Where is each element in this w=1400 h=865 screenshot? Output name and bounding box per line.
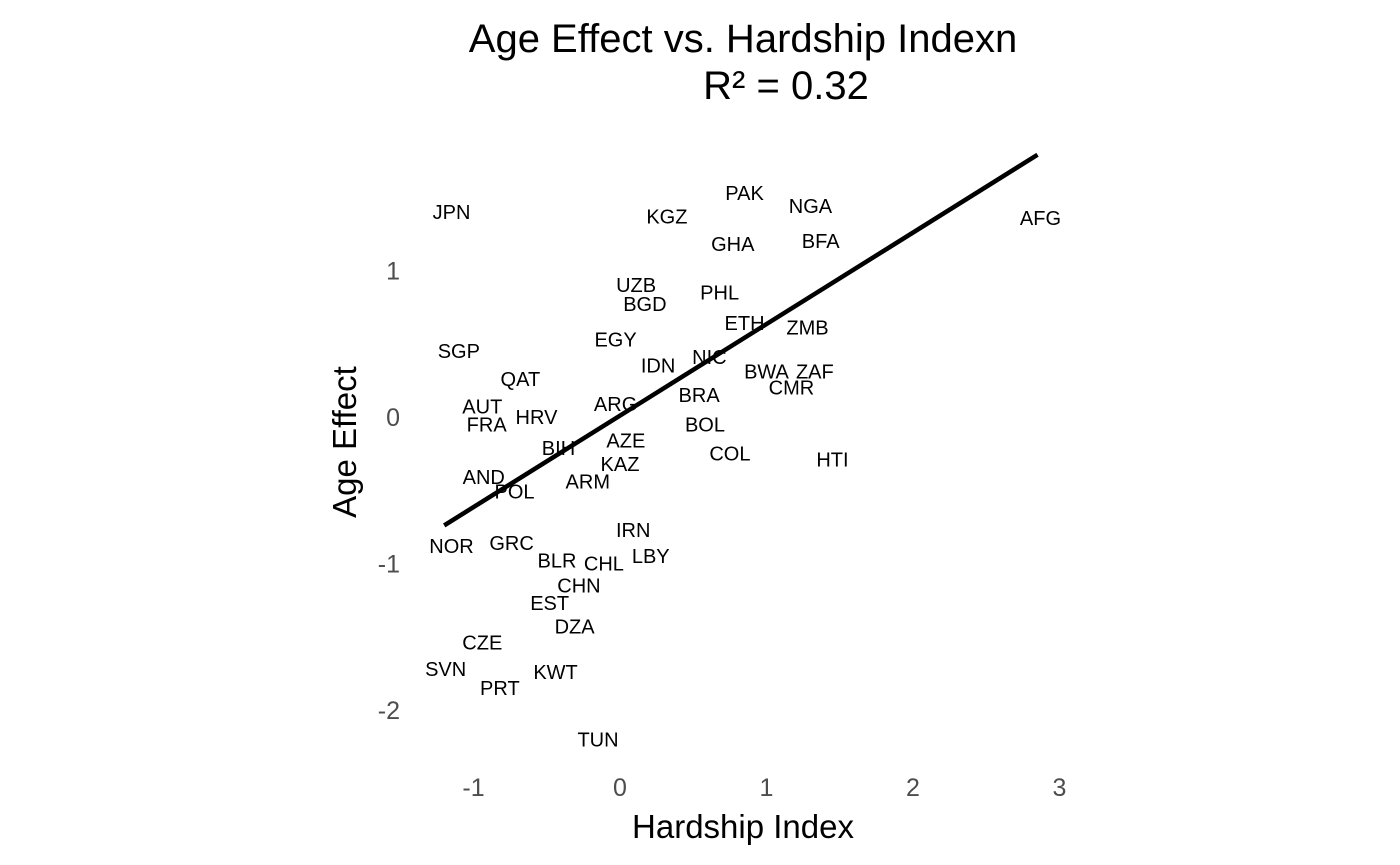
point-label: QAT (501, 369, 541, 391)
point-label: AFG (1020, 208, 1061, 230)
point-label: GHA (711, 234, 755, 256)
point-label: BLR (538, 551, 577, 573)
point-label: JPN (433, 202, 471, 224)
point-label: CMR (769, 378, 815, 400)
x-tick-label: -1 (462, 774, 484, 802)
point-label: ARG (594, 394, 637, 416)
point-label: KGZ (646, 206, 687, 228)
point-label: LBY (632, 546, 670, 568)
y-tick-label: -2 (378, 697, 400, 725)
point-label: EGY (594, 329, 636, 351)
x-tick-label: 0 (613, 774, 627, 802)
x-tick-label: 1 (760, 774, 774, 802)
y-axis-ticks: -2 -1 0 1 (378, 258, 400, 726)
point-label: BFA (802, 231, 840, 253)
point-label: SVN (425, 659, 466, 681)
point-label: CHL (584, 554, 624, 576)
y-tick-label: 0 (386, 404, 400, 432)
point-label: SGP (438, 341, 480, 363)
x-axis-ticks: -1 0 1 2 3 (462, 774, 1066, 802)
point-label: HTI (816, 449, 848, 471)
point-label: NIC (692, 347, 726, 369)
point-label: DZA (555, 616, 596, 638)
point-label: AND (463, 467, 505, 489)
point-label: IRN (616, 520, 650, 542)
point-label: ZMB (786, 318, 828, 340)
point-label: NGA (789, 196, 833, 218)
point-label: POL (495, 482, 535, 504)
y-axis-title: Age Effect (326, 366, 363, 518)
x-tick-label: 2 (906, 774, 920, 802)
point-label: BIH (542, 438, 575, 460)
point-label: CHN (557, 575, 600, 597)
point-label: BWA (744, 362, 789, 384)
point-label: GRC (489, 533, 533, 555)
y-tick-label: 1 (386, 258, 400, 286)
point-label: TUN (577, 729, 618, 751)
y-tick-label: -1 (378, 551, 400, 579)
point-label: AZE (606, 430, 645, 452)
point-label: CZE (462, 633, 502, 655)
chart-title: Age Effect vs. Hardship Indexn (469, 17, 1017, 61)
chart-subtitle: R² = 0.32 (703, 64, 869, 108)
point-label: AUT (462, 397, 502, 419)
point-label: BRA (679, 385, 721, 407)
point-label: PAK (725, 183, 764, 205)
point-label: ETH (725, 313, 765, 335)
x-tick-label: 3 (1053, 774, 1067, 802)
point-label: ARM (566, 471, 610, 493)
point-label: HRV (516, 407, 559, 429)
point-label: BOL (685, 414, 725, 436)
point-label: ZAF (796, 362, 834, 384)
point-label: COL (709, 444, 750, 466)
point-label: IDN (641, 356, 675, 378)
trend-line (443, 152, 1039, 528)
x-axis-title: Hardship Index (632, 808, 854, 845)
point-label: NOR (429, 536, 473, 558)
point-label: PHL (700, 282, 739, 304)
point-label: KWT (533, 662, 577, 684)
point-label: UZB (616, 275, 656, 297)
point-label: PRT (480, 678, 520, 700)
point-label: BGD (623, 294, 666, 316)
plot-area: JPN PAK NGA KGZ AFG GHA BFA UZB PHL BGD ETH ZMB EGY S… (425, 152, 1061, 751)
point-label: EST (530, 593, 569, 615)
point-label: KAZ (601, 454, 640, 476)
point-label: FRA (467, 414, 508, 436)
